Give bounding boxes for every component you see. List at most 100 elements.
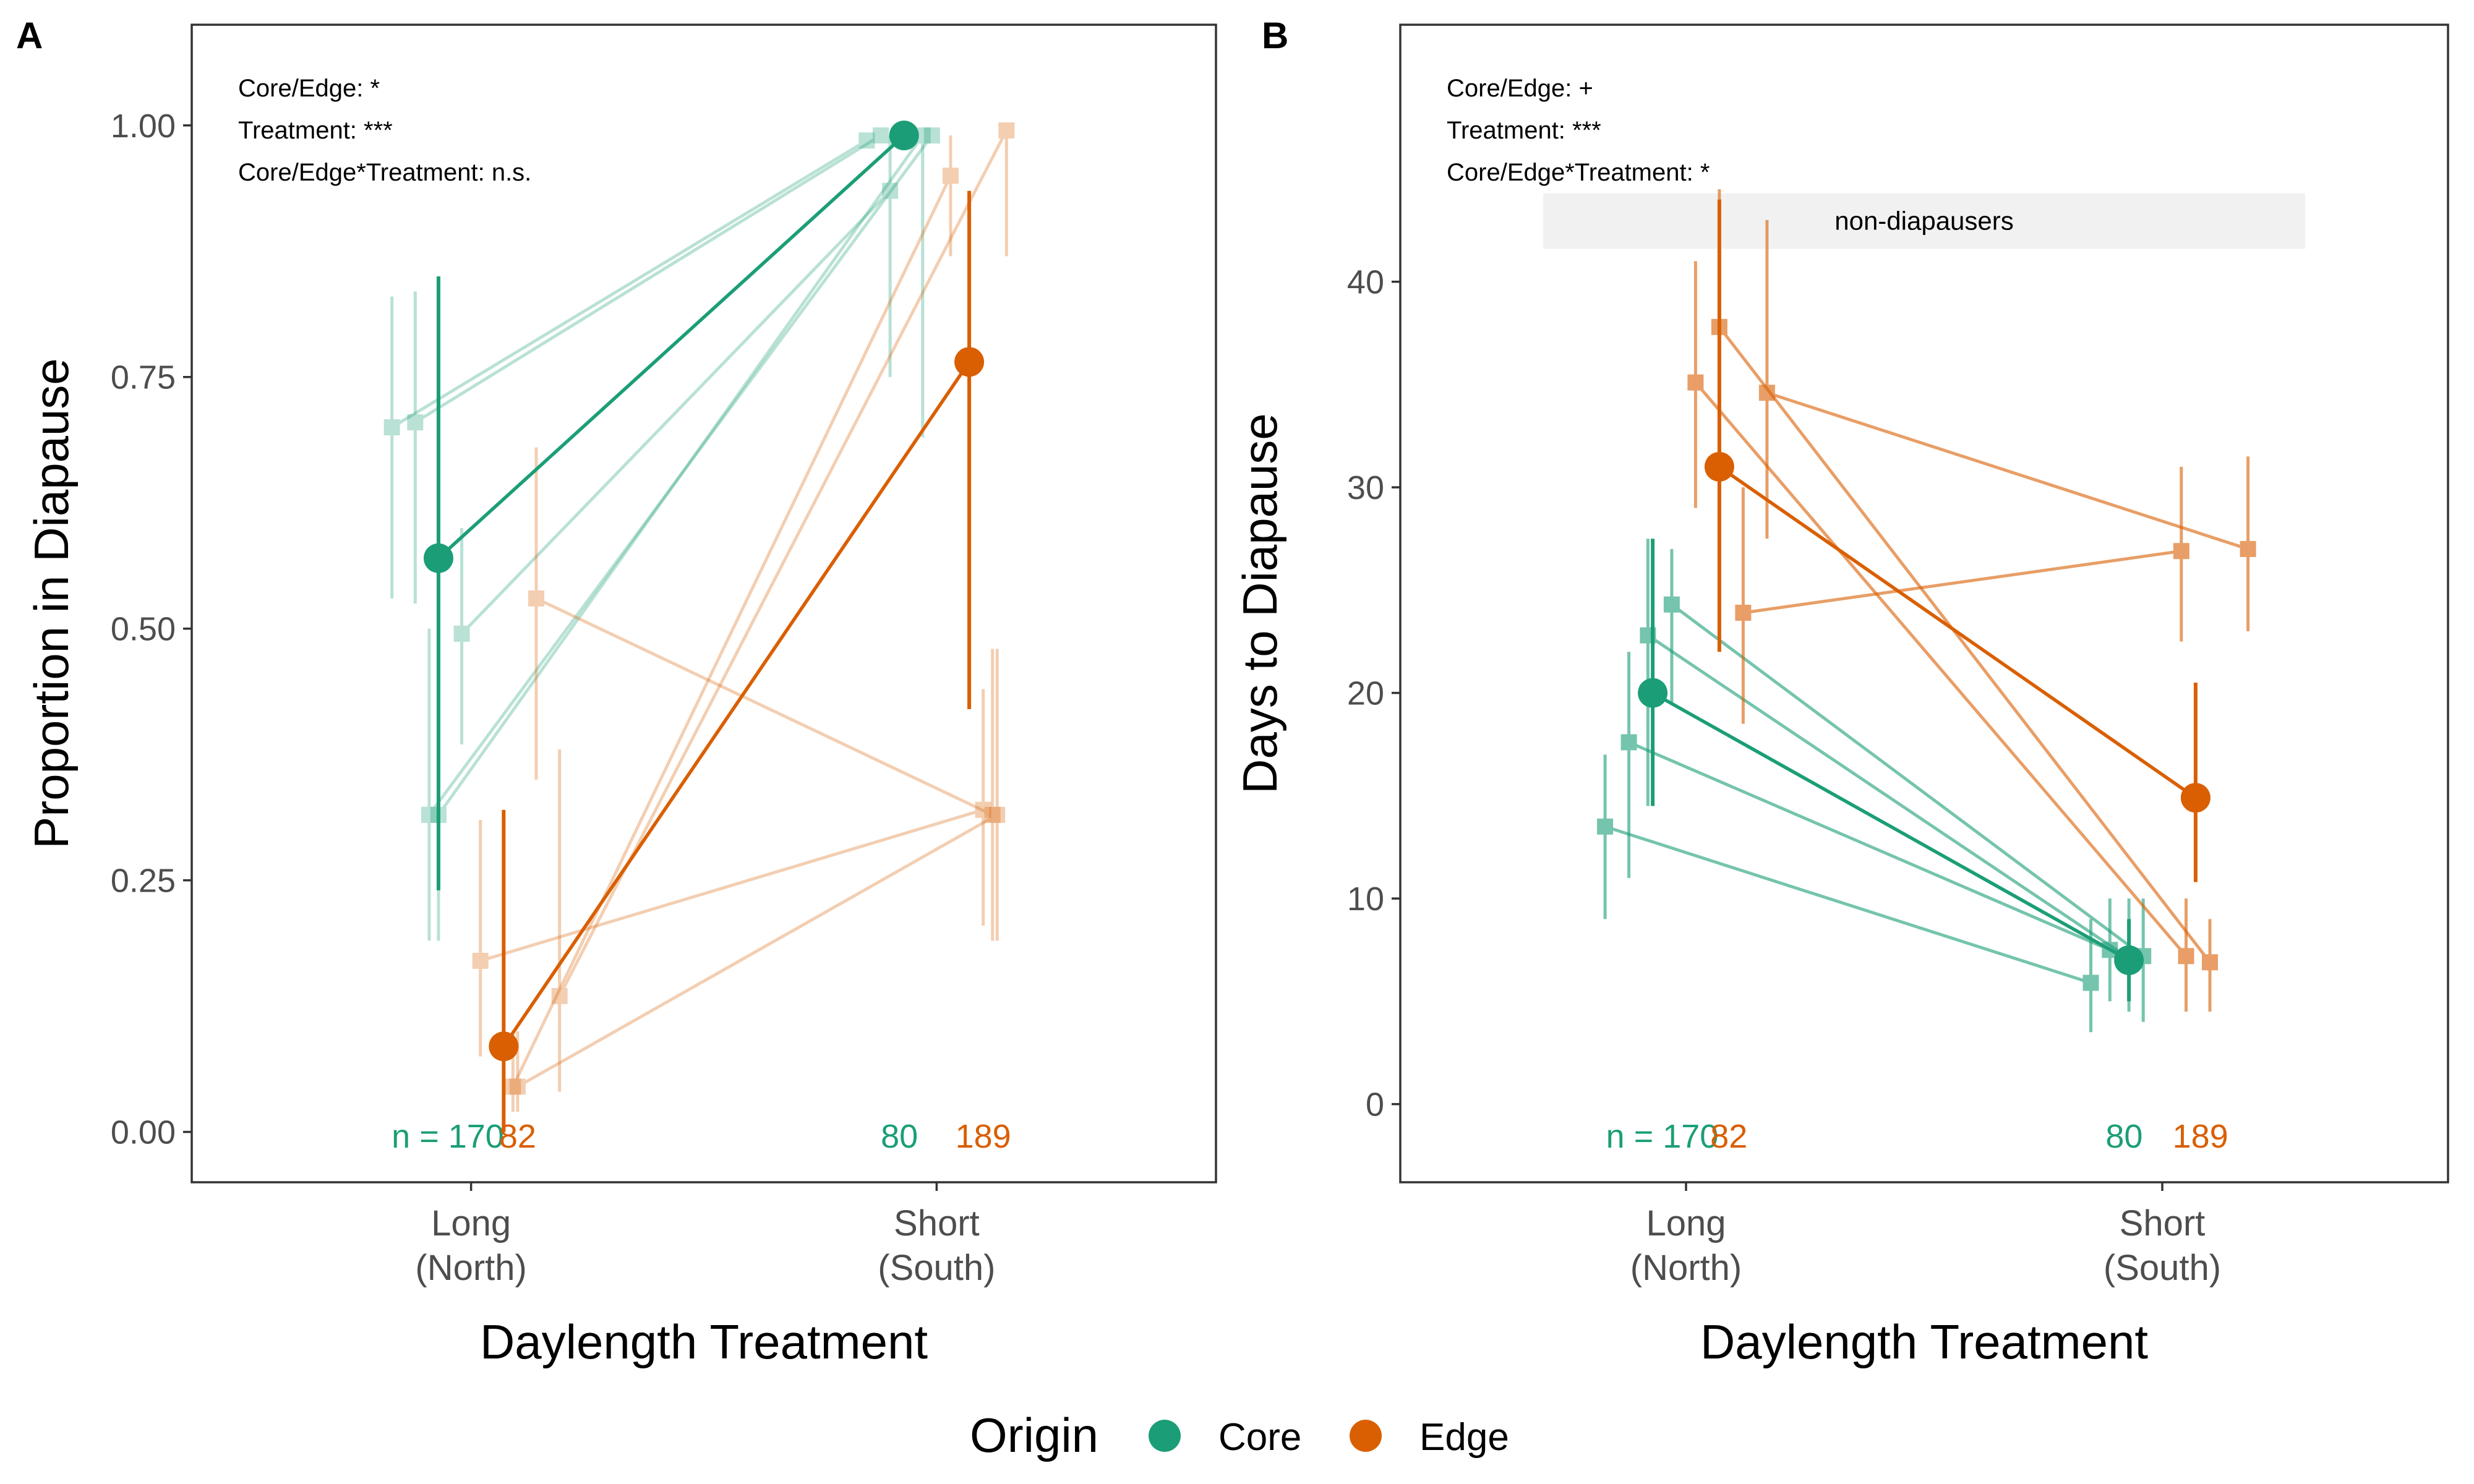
population-point: [383, 419, 400, 436]
population-point: [2240, 540, 2256, 557]
population-point: [551, 987, 568, 1004]
x-tick-label: (North): [1630, 1248, 1742, 1288]
legend-title: Origin: [970, 1408, 1098, 1462]
population-edge-8: [1758, 220, 2256, 631]
stats-annotation: Core/Edge*Treatment: *: [1447, 159, 1710, 186]
population-point: [509, 1078, 526, 1095]
y-tick-label: 30: [1347, 469, 1384, 506]
y-tick-label: 1.00: [111, 108, 176, 145]
population-point: [1663, 596, 1680, 613]
plot-border: [190, 23, 1217, 1183]
mean-core: [423, 121, 919, 890]
population-point: [989, 806, 1006, 823]
population-line: [511, 175, 952, 1088]
population-point: [407, 414, 424, 430]
population-core-5: [421, 127, 940, 941]
population-point: [2202, 954, 2218, 971]
y-tick-label: 0.75: [111, 359, 176, 396]
population-point: [873, 127, 889, 144]
population-core-3: [453, 135, 899, 744]
population-line: [437, 134, 924, 816]
legend-key-edge: [1350, 1420, 1382, 1452]
population-point: [2082, 974, 2099, 991]
mean-point: [1638, 678, 1668, 708]
population-edge-7: [505, 135, 959, 1112]
mean-point: [1704, 451, 1734, 482]
sample-size-label: 82: [499, 1118, 536, 1155]
panel-label-a: A: [16, 15, 43, 56]
population-line: [1718, 326, 2211, 963]
sample-size-label: 189: [2173, 1118, 2228, 1155]
population-line: [1743, 549, 2182, 615]
population-point: [1620, 734, 1637, 751]
population-line: [516, 813, 998, 1088]
stats-annotation: Core/Edge: *: [238, 75, 380, 102]
sample-size-label: n = 170: [1606, 1118, 1719, 1155]
mean-point: [2114, 945, 2144, 975]
non-diapausers-band: [1543, 193, 2305, 249]
y-tick-label: 0: [1366, 1086, 1384, 1124]
legend-key-core: [1149, 1420, 1181, 1452]
mean-point: [954, 347, 985, 377]
population-point: [2178, 948, 2194, 965]
mean-point: [489, 1031, 519, 1062]
population-point: [472, 952, 489, 969]
population-point: [505, 1078, 521, 1095]
stats-annotation: Treatment: ***: [238, 117, 393, 144]
mean-line: [1651, 691, 2130, 962]
population-point: [1735, 604, 1752, 621]
population-point: [421, 806, 437, 823]
mean-line: [437, 134, 905, 560]
y-tick-label: 0.50: [111, 611, 176, 648]
population-line: [1647, 634, 2130, 960]
population-line: [1628, 741, 2111, 952]
x-axis-title: Daylength Treatment: [480, 1315, 928, 1369]
y-tick-label: 0.25: [111, 863, 176, 900]
population-point: [528, 590, 545, 607]
plot-border: [1399, 23, 2449, 1183]
population-point: [858, 132, 875, 149]
population-edge-8: [528, 447, 1001, 941]
stats-annotation: Core/Edge*Treatment: n.s.: [238, 159, 531, 186]
y-axis-title: Days to Diapause: [1233, 413, 1287, 794]
sample-size-label: 80: [2105, 1118, 2142, 1155]
population-line: [460, 189, 891, 635]
mean-edge: [489, 190, 985, 1132]
population-line: [427, 134, 933, 816]
population-edge-5: [1687, 261, 2194, 1012]
mean-edge: [1704, 199, 2211, 882]
mean-core: [1638, 539, 2144, 1002]
x-tick-label: Short: [2120, 1203, 2206, 1243]
population-point: [2173, 543, 2189, 560]
mean-line: [1718, 465, 2197, 800]
population-point: [1597, 818, 1614, 835]
mean-point: [2180, 783, 2211, 813]
population-line: [535, 597, 993, 817]
stats-annotation: Treatment: ***: [1447, 117, 1601, 144]
sample-size-label: 80: [881, 1118, 918, 1155]
x-axis-title: Daylength Treatment: [1700, 1315, 2148, 1369]
y-tick-label: 20: [1347, 675, 1384, 712]
population-core-4: [1663, 548, 2152, 1022]
population-edge-9: [551, 122, 1015, 1092]
population-core-2: [407, 127, 889, 603]
population-line: [1766, 391, 2249, 551]
population-line: [1604, 825, 2092, 984]
y-axis-title: Proportion in Diapause: [24, 358, 79, 848]
stats-annotation: Core/Edge: +: [1447, 75, 1593, 102]
x-tick-label: Long: [1646, 1203, 1726, 1243]
population-edge-10: [509, 649, 1006, 1112]
sample-size-label: 189: [956, 1118, 1011, 1155]
x-tick-label: (South): [878, 1248, 995, 1288]
population-edge-6: [472, 689, 991, 1057]
x-tick-label: Short: [894, 1203, 980, 1243]
population-point: [942, 168, 959, 184]
population-edge-7: [1735, 466, 2189, 724]
population-line: [479, 808, 984, 963]
population-point: [975, 801, 991, 818]
mean-line: [502, 360, 971, 1047]
population-core-2: [1620, 652, 2118, 1002]
x-tick-label: Long: [431, 1203, 511, 1243]
